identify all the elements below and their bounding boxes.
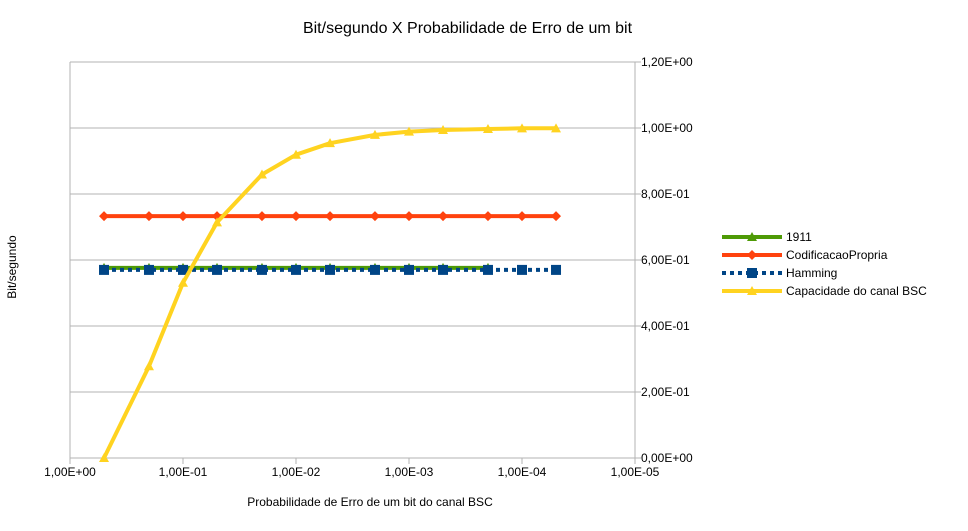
series-group (99, 123, 562, 462)
data-point (369, 129, 380, 139)
data-point (482, 123, 493, 133)
legend-label: 1911 (786, 230, 812, 244)
legend-label: Hamming (786, 266, 838, 280)
gridlines (70, 61, 635, 459)
x-axis-label: Probabilidade de Erro de um bit do canal… (247, 495, 493, 509)
legend-swatch (722, 286, 782, 295)
data-point (438, 124, 449, 134)
chart-title: Bit/segundo X Probabilidade de Erro de u… (302, 20, 633, 37)
legend-item: CodificacaoPropria (722, 246, 927, 264)
data-point (212, 264, 223, 275)
data-point (325, 138, 336, 148)
data-point (482, 211, 493, 222)
series-capacidade-do-canal-bsc (99, 123, 562, 462)
series-hamming (99, 264, 562, 275)
data-point (747, 250, 757, 260)
data-point (99, 453, 110, 462)
legend: 1911 CodificacaoPropria Hamming Capacidade … (722, 228, 927, 300)
data-point (517, 123, 527, 133)
data-point (256, 211, 267, 222)
data-point (551, 211, 562, 222)
x-tick-label: 1,00E-03 (385, 465, 434, 479)
data-point (551, 264, 562, 275)
x-tick-label: 1,00E-04 (498, 465, 547, 479)
data-point (404, 264, 414, 275)
y-tick-label: 8,00E-01 (641, 187, 690, 201)
data-point (404, 126, 414, 136)
legend-item: Capacidade do canal BSC (722, 282, 927, 300)
x-tick-label: 1,00E-05 (611, 465, 660, 479)
data-point (404, 211, 414, 222)
data-point (256, 264, 267, 275)
data-point (551, 123, 562, 133)
tick-labels: 0,00E+00 2,00E-01 4,00E-01 6,00E-01 8,00E-01… (44, 55, 693, 479)
data-point (369, 211, 380, 222)
data-point (438, 264, 449, 275)
legend-label: Capacidade do canal BSC (786, 284, 927, 298)
y-tick-label: 4,00E-01 (641, 319, 690, 333)
data-point (325, 211, 336, 222)
data-point (482, 264, 493, 275)
data-point (291, 149, 301, 159)
y-tick-label: 0,00E+00 (641, 451, 693, 465)
data-point (291, 264, 301, 275)
legend-swatch (722, 268, 782, 278)
data-point (438, 211, 449, 222)
data-point (212, 217, 223, 227)
data-point (178, 264, 188, 275)
data-point (143, 264, 154, 275)
data-point (747, 268, 757, 278)
legend-label: CodificacaoPropria (786, 248, 888, 262)
data-point (325, 264, 336, 275)
legend-swatch (722, 232, 782, 241)
data-point (143, 211, 154, 222)
data-point (517, 211, 527, 222)
x-tick-label: 1,00E-01 (159, 465, 208, 479)
y-axis-label: Bit/segundo (5, 235, 19, 299)
data-point (99, 264, 110, 275)
x-tick-label: 1,00E-02 (272, 465, 321, 479)
data-point (291, 211, 301, 222)
x-tick-label: 1,00E+00 (44, 465, 96, 479)
data-point (747, 286, 757, 295)
y-tick-label: 1,20E+00 (641, 55, 693, 69)
legend-swatch (722, 250, 782, 260)
y-tick-label: 1,00E+00 (641, 121, 693, 135)
data-point (178, 277, 188, 287)
series-codificacaopropria (99, 211, 562, 222)
data-point (178, 211, 188, 222)
axes (69, 61, 641, 464)
legend-item: Hamming (722, 264, 927, 282)
data-point (99, 211, 110, 222)
y-tick-label: 2,00E-01 (641, 385, 690, 399)
data-point (517, 264, 527, 275)
legend-item: 1911 (722, 228, 927, 246)
y-tick-label: 6,00E-01 (641, 253, 690, 267)
series-line (102, 126, 556, 459)
data-point (256, 169, 267, 179)
data-point (369, 264, 380, 275)
data-point (747, 232, 757, 241)
data-point (143, 361, 154, 371)
